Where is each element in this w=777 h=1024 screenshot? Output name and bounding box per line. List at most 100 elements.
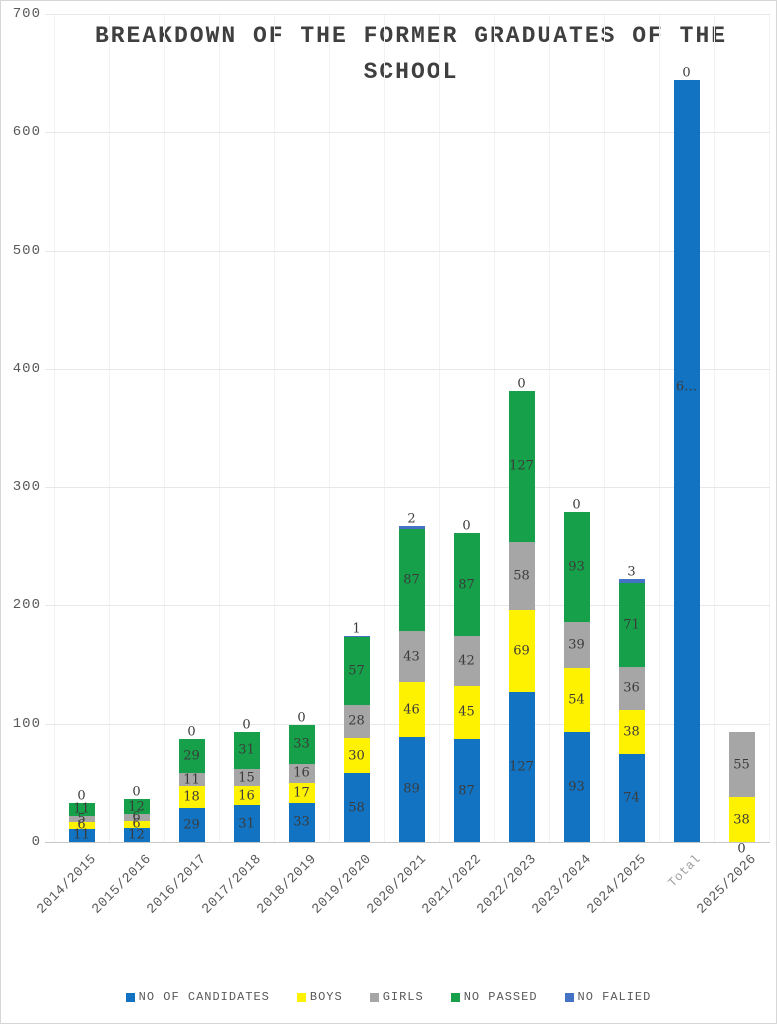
chart-legend: NO OF CANDIDATES BOYS GIRLS NO PASSED NO FAL… <box>1 990 776 1004</box>
chart-title: BREAKDOWN OF THE FORMER GRADUATES OF THE… <box>94 23 728 85</box>
bar-segment <box>618 582 645 667</box>
vertical-gridline <box>54 14 55 842</box>
y-tick-label: 700 <box>12 6 41 22</box>
bar-segment <box>288 724 315 764</box>
y-tick-label: 100 <box>12 715 41 732</box>
vertical-gridline <box>549 14 550 842</box>
vertical-gridline <box>439 14 440 842</box>
bar-segment <box>178 739 205 774</box>
bar-segment-label: 6 <box>132 809 141 825</box>
bar-segment <box>618 579 645 583</box>
bar-segment-label: 0 <box>77 788 86 804</box>
bar-segment-label: 127 <box>509 759 534 775</box>
bar-segment <box>453 685 480 740</box>
bar-segment <box>398 528 425 632</box>
bar-segment-label: 38 <box>733 812 750 828</box>
bar-segment-label: 55 <box>733 757 750 773</box>
y-tick-label: 0 <box>31 834 41 850</box>
bar-segment <box>508 610 535 692</box>
bar-segment-label: 31 <box>238 816 255 832</box>
bar-segment <box>453 739 480 842</box>
horizontal-gridline <box>45 132 770 134</box>
bar-segment <box>68 802 95 816</box>
y-tick-label: 500 <box>12 242 41 259</box>
bar-segment <box>123 820 150 828</box>
legend-label: GIRLS <box>382 990 424 1004</box>
bar-segment-label: 0 <box>462 518 471 534</box>
bar-segment-label: 12 <box>128 799 145 814</box>
legend-label: BOYS <box>309 990 343 1004</box>
legend-label: NO FALIED <box>577 990 652 1004</box>
bar-segment-label: 11 <box>73 827 90 843</box>
bar-segment-label: 36 <box>623 680 640 696</box>
bar-segment-label: 45 <box>458 704 475 720</box>
bar-segment-label: 0 <box>242 717 251 733</box>
bar-segment-label: 0 <box>737 841 746 857</box>
bar-segment-label: 5 <box>77 811 86 827</box>
bar-segment-label: 57 <box>348 663 365 679</box>
bar-segment-label: 29 <box>183 748 200 764</box>
bar-segment-label: 74 <box>623 790 640 806</box>
bar-segment-label: 87 <box>403 572 420 588</box>
bar-segment-label: 58 <box>348 800 365 816</box>
bar-segment-label: 15 <box>238 770 255 786</box>
bar-segment <box>343 636 370 638</box>
vertical-gridline <box>219 14 220 842</box>
bar-segment-label: 71 <box>623 617 640 633</box>
bar-segment <box>233 768 260 787</box>
vertical-gridline <box>494 14 495 842</box>
bar-segment-label: 12 <box>128 827 145 843</box>
y-tick-label: 400 <box>12 360 41 377</box>
bar-segment-label: 0 <box>572 497 581 513</box>
bar-segment <box>398 682 425 737</box>
bar-segment <box>563 668 590 732</box>
bar-segment-label: 33 <box>293 736 310 752</box>
bar-segment-label: 29 <box>183 817 200 833</box>
bar-segment-label: 16 <box>238 788 255 804</box>
bar-segment-label: 89 <box>403 781 420 797</box>
bar-segment-label: 93 <box>568 779 585 795</box>
vertical-gridline <box>604 14 605 842</box>
bar-segment <box>398 736 425 842</box>
horizontal-gridline <box>45 14 770 15</box>
x-axis-label: Total <box>666 852 705 891</box>
bar-segment <box>398 526 425 529</box>
bar-segment <box>508 391 535 542</box>
bar-segment <box>288 763 315 783</box>
bar-segment <box>123 799 150 814</box>
bar-segment-label: 87 <box>458 783 475 799</box>
bar-segment-label: 0 <box>132 784 141 800</box>
bar-segment-label: 0 <box>187 724 196 740</box>
legend-item: GIRLS <box>369 990 424 1004</box>
bar-segment-label: 6… <box>675 379 698 395</box>
bar-segment-label: 0 <box>297 710 306 726</box>
bar-segment-label: 1 <box>352 621 361 637</box>
bar-segment <box>453 533 480 637</box>
vertical-gridline <box>659 14 660 842</box>
bar-segment <box>288 802 315 842</box>
bar-segment-label: 127 <box>509 458 534 474</box>
x-axis-line <box>45 842 770 843</box>
bar-segment-label: 16 <box>293 765 310 781</box>
bar-segment <box>178 786 205 808</box>
vertical-gridline <box>384 14 385 842</box>
bar-segment-label: 6 <box>77 817 86 833</box>
legend-swatch <box>296 992 306 1002</box>
x-axis-label: 2025/2026 <box>694 852 761 918</box>
bar-segment-label: 6 <box>132 816 141 832</box>
bar-segment <box>343 637 370 705</box>
bar-segment-label: 46 <box>403 702 420 718</box>
bar-segment <box>563 731 590 842</box>
bar-segment-label: 28 <box>348 713 365 729</box>
bar-segment-label: 31 <box>238 742 255 758</box>
vertical-gridline <box>274 14 275 842</box>
bar-segment <box>123 813 150 821</box>
bar-segment-label: 42 <box>458 653 475 669</box>
legend-item: BOYS <box>296 990 343 1004</box>
horizontal-gridline <box>45 250 770 252</box>
horizontal-gridline <box>45 487 770 489</box>
bar-segment-label: 17 <box>293 785 310 801</box>
bar-segment <box>398 631 425 683</box>
bar-segment <box>453 636 480 686</box>
bar-segment <box>673 80 700 842</box>
